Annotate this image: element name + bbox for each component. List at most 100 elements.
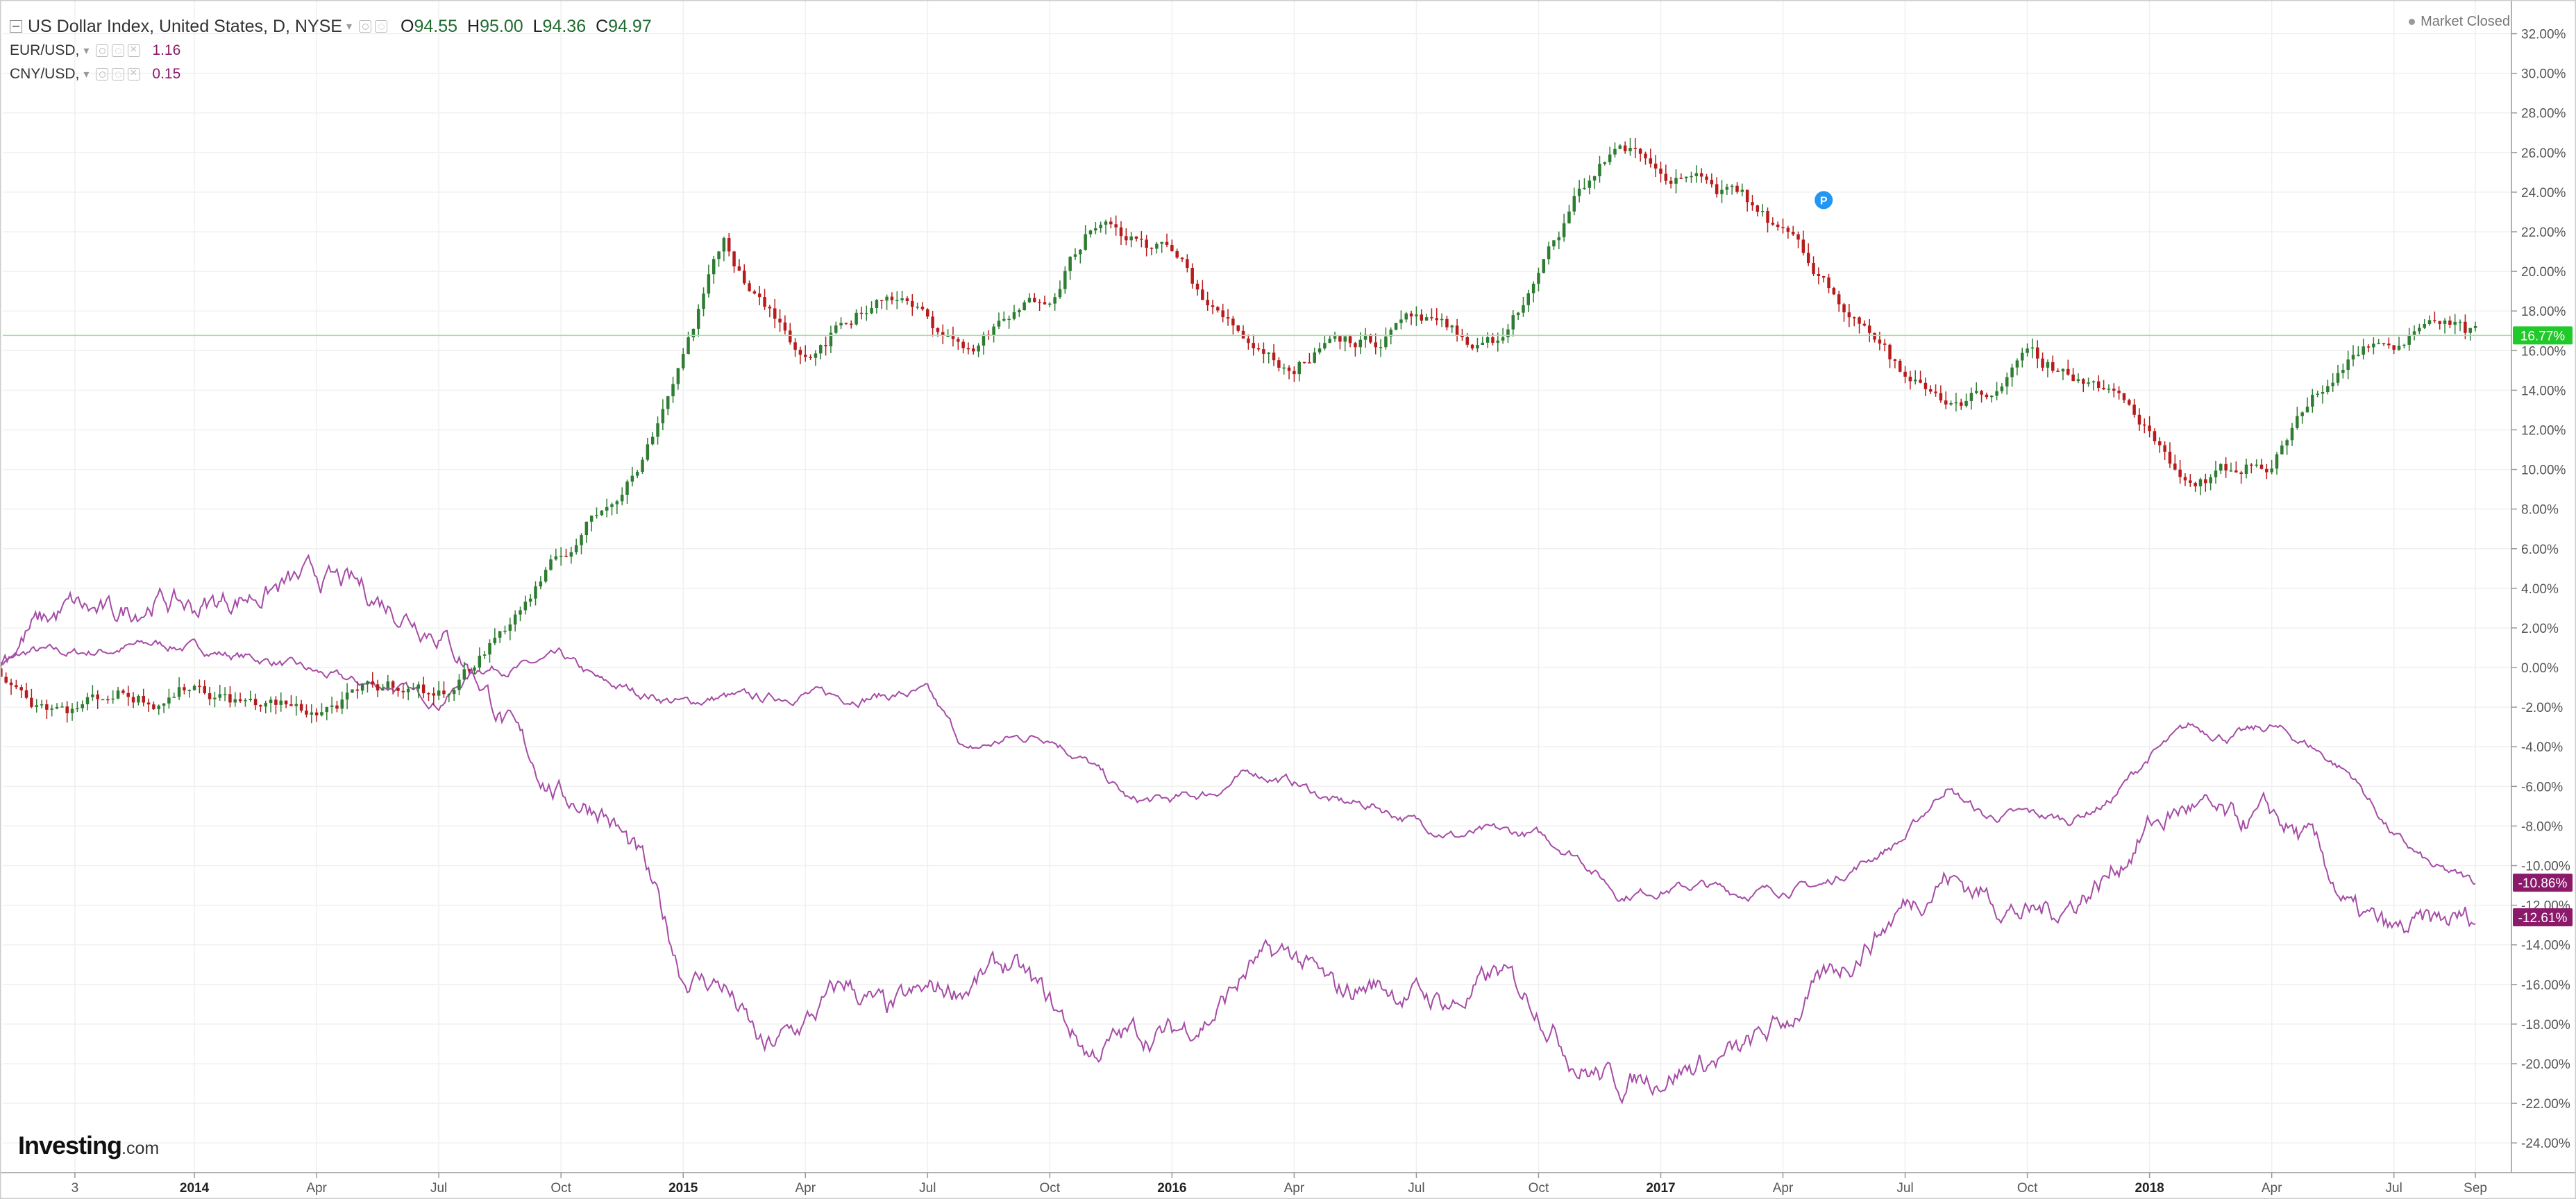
chevron-down-icon[interactable]: ▾ xyxy=(346,21,352,33)
candle-body xyxy=(1908,376,1912,382)
candle xyxy=(757,285,761,305)
candle-body xyxy=(569,552,573,557)
candle xyxy=(259,704,262,712)
candle-body xyxy=(1801,239,1805,253)
price-badge-usd-index-label: 16.77% xyxy=(2520,329,2566,343)
price-badge-cny-usd-label: -12.61% xyxy=(2518,911,2568,926)
candle-body xyxy=(167,697,171,704)
main-series-title[interactable]: US Dollar Index, United States, D, NYSE xyxy=(28,16,342,36)
investing-logo[interactable]: Investing.com xyxy=(18,1131,159,1160)
candle-body xyxy=(493,638,497,643)
candle-body xyxy=(1969,393,1973,401)
candle xyxy=(244,698,247,707)
candle-body xyxy=(1959,402,1963,406)
candle-body xyxy=(412,688,415,690)
candle-body xyxy=(1293,371,1296,375)
candle xyxy=(1007,315,1011,329)
candle-body xyxy=(1796,234,1800,240)
candle xyxy=(157,704,160,715)
candle-body xyxy=(1827,277,1830,289)
candle xyxy=(2194,482,2197,492)
candle-body xyxy=(1659,168,1662,174)
candle-body xyxy=(351,689,354,693)
candle xyxy=(482,651,487,659)
compare-symbol[interactable]: CNY/USD, xyxy=(10,66,80,82)
compare-symbol[interactable]: EUR/USD, xyxy=(10,42,80,58)
candle-body xyxy=(916,306,919,308)
candle xyxy=(1379,339,1383,357)
candle xyxy=(615,500,619,514)
candle-body xyxy=(228,694,232,703)
candle xyxy=(2326,380,2330,395)
candle-body xyxy=(1445,318,1449,328)
candle-body xyxy=(687,337,690,354)
legend-main-row[interactable]: US Dollar Index, United States, D, NYSE … xyxy=(10,14,652,39)
candle-body xyxy=(1354,343,1357,348)
chevron-down-icon[interactable]: ▾ xyxy=(83,69,90,80)
candle-body xyxy=(2270,468,2273,473)
eye-icon[interactable] xyxy=(96,68,109,80)
settings-icon[interactable] xyxy=(375,20,387,33)
candle xyxy=(65,701,69,723)
collapse-icon[interactable] xyxy=(10,20,22,33)
eye-icon[interactable] xyxy=(359,20,371,33)
candle-body xyxy=(2061,368,2065,372)
candle-body xyxy=(2143,424,2146,426)
legend-compare-row[interactable]: EUR/USD, ▾ 1.16 xyxy=(10,39,652,62)
candle xyxy=(763,289,766,310)
legend-compare-row[interactable]: CNY/USD, ▾ 0.15 xyxy=(10,62,652,86)
candle xyxy=(1313,348,1316,364)
candle-body xyxy=(1409,313,1413,316)
candle xyxy=(35,699,38,713)
candle xyxy=(2041,352,2044,371)
candle xyxy=(1058,280,1062,299)
candle-body xyxy=(931,316,934,328)
candle xyxy=(2015,358,2019,375)
candle-body xyxy=(2250,464,2253,466)
candle-body xyxy=(1531,283,1535,294)
candle-body xyxy=(1572,196,1576,212)
x-tick-label: Oct xyxy=(550,1181,571,1196)
candle-body xyxy=(1690,176,1693,178)
settings-icon[interactable] xyxy=(112,68,125,80)
candle-body xyxy=(1710,180,1714,185)
candle xyxy=(1063,266,1067,294)
candle xyxy=(447,693,451,703)
candle xyxy=(406,686,410,701)
candle xyxy=(834,321,838,334)
close-icon[interactable] xyxy=(128,66,141,80)
ohlc-low-label: L xyxy=(532,16,543,36)
candle-body xyxy=(630,475,634,482)
settings-icon[interactable] xyxy=(112,44,125,57)
candle xyxy=(2137,408,2141,431)
candle xyxy=(391,680,395,695)
candle xyxy=(1705,173,1708,184)
candle-body xyxy=(1751,202,1754,205)
candle-body xyxy=(2204,479,2207,484)
candle-body xyxy=(523,602,528,611)
close-icon[interactable] xyxy=(128,42,141,57)
candle-body xyxy=(1633,148,1638,149)
candle xyxy=(584,521,589,543)
candle xyxy=(1241,325,1245,339)
candle-body xyxy=(1399,319,1403,323)
candle-body xyxy=(1140,239,1143,240)
candle xyxy=(920,302,925,311)
candle-body xyxy=(936,328,940,332)
candle xyxy=(1022,300,1026,311)
logo-brand: Investing xyxy=(18,1131,122,1159)
chevron-down-icon[interactable]: ▾ xyxy=(83,45,90,57)
candle-body xyxy=(1099,224,1102,228)
candle-body xyxy=(1745,189,1749,203)
candle xyxy=(2427,315,2432,326)
eye-icon[interactable] xyxy=(96,44,109,57)
candle-body xyxy=(106,699,110,701)
candle xyxy=(661,399,665,431)
candle-body xyxy=(1985,394,1989,398)
candle-body xyxy=(457,679,461,690)
candle-body xyxy=(2473,325,2477,328)
candle-body xyxy=(345,692,349,700)
candle xyxy=(1252,334,1255,356)
